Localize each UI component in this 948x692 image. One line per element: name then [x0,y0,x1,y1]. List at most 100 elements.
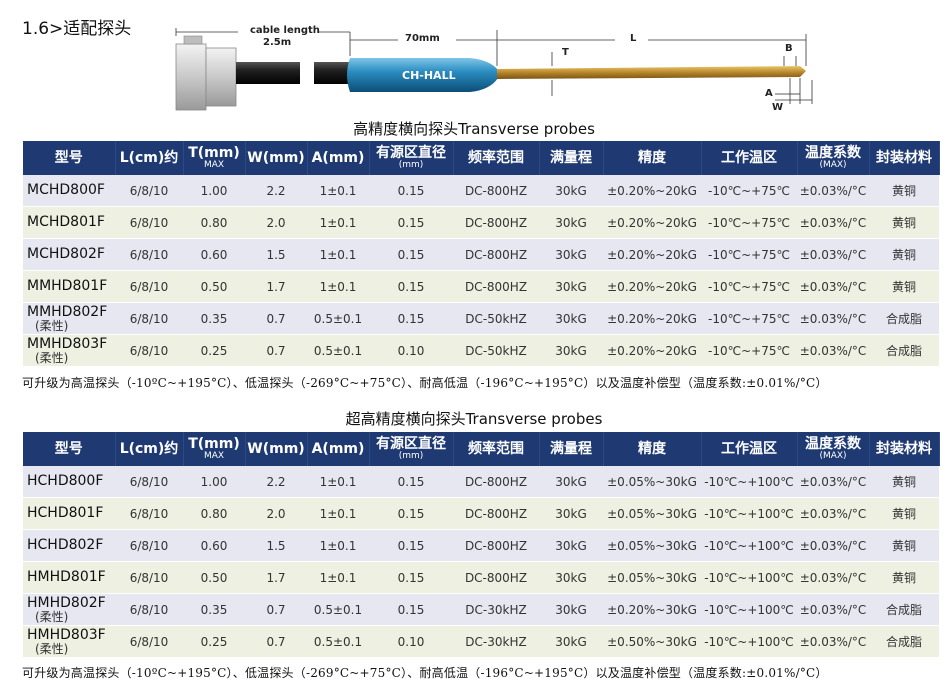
cell-temp-range: -10℃~+75℃ [701,175,797,207]
cell-a: 1±0.1 [307,175,369,207]
column-header-model: 型号 [23,432,116,466]
dim-b-label: B [785,43,793,54]
cell-frequency: DC-30kHZ [453,625,539,658]
cell-length: 6/8/10 [115,529,183,562]
cell-model: MMHD802F (柔性) [23,302,115,335]
cell-thickness: 0.35 [183,302,245,335]
cell-temp-coef: ±0.03%/°C [797,529,869,562]
column-header-frequency: 频率范围 [453,141,540,175]
column-header-label: 满量程 [550,441,592,457]
table-header-row: 型号 L(cm)约 T(mm) MAX W(mm) A(mm) 有源区直径 (mm) 频率范围 满… [23,432,940,466]
table-row: MCHD802F 6/8/10 0.60 1.5 1±0.1 0.15 DC-800HZ 30… [23,238,939,271]
spec-table-ultra-high-precision: 型号 L(cm)约 T(mm) MAX W(mm) A(mm) 有源区直径 (mm) 频率范围 满… [23,432,940,658]
column-header-thickness: T(mm) MAX [183,432,246,466]
cell-model: MMHD803F (柔性) [23,334,115,367]
cell-length: 6/8/10 [115,270,183,303]
cell-width: 0.7 [245,334,307,367]
cell-material: 黄铜 [869,270,939,303]
cell-width: 0.7 [245,625,307,658]
cell-width: 0.7 [245,593,307,626]
cell-temp-range: -10℃~+100℃ [701,529,797,562]
column-header-label: 频率范围 [468,441,524,457]
cell-width: 2.2 [245,466,307,498]
column-header-active-diameter: 有源区直径 (mm) [369,432,454,466]
cell-temp-range: -10℃~+100℃ [701,497,797,530]
cell-length: 6/8/10 [115,593,183,626]
model-name: MMHD803F [27,335,108,352]
cell-width: 2.0 [245,497,307,530]
cell-width: 2.0 [245,206,307,239]
cell-a: 0.5±0.1 [307,593,369,626]
cell-temp-coef: ±0.03%/°C [797,625,869,658]
cell-active-diameter: 0.15 [369,206,453,239]
cell-a: 1±0.1 [307,497,369,530]
connector-screw-top [183,35,203,45]
cell-thickness: 0.80 [183,206,245,239]
cell-model: MCHD802F [23,238,115,271]
column-header-label: 满量程 [550,150,592,166]
model-name: MCHD800F [27,182,105,199]
model-name: MCHD801F [27,214,105,231]
cell-width: 1.7 [245,270,307,303]
cell-temp-range: -10℃~+100℃ [701,593,797,626]
column-header-label: 型号 [54,150,83,166]
column-header-sublabel: (mm) [398,451,424,461]
cell-model: HMHD801F [23,561,115,594]
column-header-temp-range: 工作温区 [701,141,798,175]
cell-model: HMHD803F (柔性) [23,625,115,658]
column-header-length: L(cm)约 [115,432,184,466]
cell-temp-range: -10℃~+75℃ [701,270,797,303]
column-header-label: L(cm)约 [119,441,179,457]
cable-length-label: cable length [250,25,320,36]
column-header-label: A(mm) [311,150,365,166]
cell-temp-coef: ±0.03%/°C [797,302,869,335]
model-name: HCHD800F [27,473,104,490]
column-header-sublabel: (mm) [398,160,424,170]
connector-body [175,43,207,111]
dim-t-label: T [562,47,569,58]
cell-model: MMHD801F [23,270,115,303]
column-header-label: 精度 [638,150,666,166]
cell-full-scale: 30kG [539,497,603,530]
cell-active-diameter: 0.15 [369,270,453,303]
cell-active-diameter: 0.10 [369,625,453,658]
column-header-sublabel: (MAX) [819,160,847,170]
cell-model: MCHD801F [23,206,115,239]
column-header-sublabel: MAX [203,451,225,461]
column-header-material: 封装材料 [869,432,940,466]
table-row: MMHD802F (柔性) 6/8/10 0.35 0.7 0.5±0.1 0.15 DC-5… [23,302,939,335]
cell-temp-coef: ±0.03%/°C [797,334,869,367]
flexible-tag: (柔性) [35,609,69,624]
cell-frequency: DC-800HZ [453,529,539,562]
cable-left [236,62,300,84]
cell-material: 合成脂 [869,593,939,626]
model-name: MMHD802F [27,303,108,320]
flexible-tag: (柔性) [35,641,69,656]
probe-drawing [175,28,813,111]
cell-thickness: 1.00 [183,175,245,207]
cell-temp-coef: ±0.03%/°C [797,497,869,530]
column-header-sublabel: (MAX) [819,451,847,461]
column-header-a: A(mm) [307,432,370,466]
cell-accuracy: ±0.05%~30kG [603,529,701,562]
table2-upgrade-note: 可升级为高温探头（-10ºC~+195°C）、低温探头（-269°C~+75°C… [22,666,828,680]
cell-length: 6/8/10 [115,206,183,239]
cell-material: 合成脂 [869,625,939,658]
cell-length: 6/8/10 [115,302,183,335]
column-header-width: W(mm) [245,432,308,466]
cell-model: HCHD801F [23,497,115,530]
cell-frequency: DC-800HZ [453,561,539,594]
cell-width: 0.7 [245,302,307,335]
table-row: MMHD801F 6/8/10 0.50 1.7 1±0.1 0.15 DC-800HZ 30… [23,270,939,303]
cell-accuracy: ±0.20%~20kG [603,238,701,271]
cell-length: 6/8/10 [115,497,183,530]
cell-length: 6/8/10 [115,238,183,271]
cell-a: 0.5±0.1 [307,302,369,335]
model-name: HMHD803F [27,626,106,643]
cell-width: 1.5 [245,529,307,562]
cell-accuracy: ±0.20%~20kG [603,206,701,239]
cell-width: 2.2 [245,175,307,207]
cell-full-scale: 30kG [539,466,603,498]
cell-frequency: DC-800HZ [453,238,539,271]
cell-full-scale: 30kG [539,302,603,335]
